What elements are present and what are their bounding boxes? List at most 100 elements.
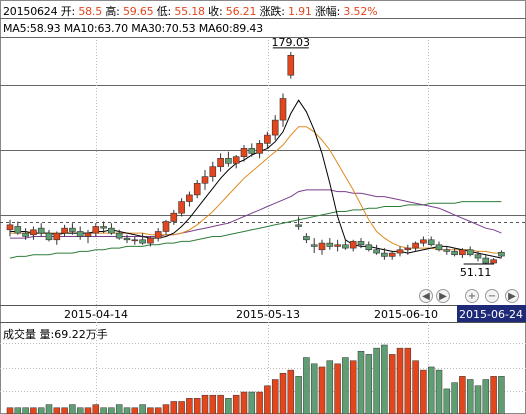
volume-bar <box>6 407 14 414</box>
x-tick-label: 2015-06-10 <box>374 308 438 321</box>
candle-body <box>498 251 505 257</box>
ma30-label: MA30:70.53 <box>131 22 196 35</box>
candle-body <box>240 148 248 157</box>
volume-bar <box>193 398 201 414</box>
candle-body <box>474 254 482 259</box>
moving-average-lines <box>9 99 502 259</box>
zoom-in-icon[interactable]: + <box>465 289 479 303</box>
volume-bar <box>201 394 209 414</box>
ma5-label: MA5:58.93 <box>3 22 61 35</box>
chevron-right-end-icon[interactable]: ▶ <box>505 289 519 303</box>
volume-bar <box>162 404 170 414</box>
volume-bar <box>232 394 240 414</box>
volume-bar <box>131 407 139 414</box>
candle-body <box>396 249 404 254</box>
ma60-line <box>9 201 502 259</box>
candle-body <box>69 227 76 232</box>
candle-body <box>357 241 365 246</box>
x-tick-label: 2015-05-13 <box>236 308 300 321</box>
candle-body <box>482 257 490 264</box>
candle-body <box>295 224 302 227</box>
ma-legend: MA5:58.93 MA10:63.70 MA30:70.53 MA60:89.… <box>3 22 263 35</box>
candle-body <box>225 158 232 164</box>
candle-body <box>14 226 22 234</box>
volume-bar <box>474 385 482 414</box>
candle-body <box>420 239 427 244</box>
volume-bar <box>459 376 466 414</box>
volume-bar <box>279 372 287 414</box>
candle-body <box>373 249 380 254</box>
candle-body <box>256 143 263 154</box>
volume-bar <box>248 391 256 414</box>
candle-body <box>264 134 271 144</box>
candle-body <box>61 227 68 234</box>
candle-body <box>162 221 170 232</box>
candle-body <box>271 119 279 136</box>
candle-body <box>6 224 14 231</box>
zoom-out-icon[interactable]: − <box>485 289 499 303</box>
candle-body <box>108 227 115 234</box>
volume-bar <box>318 366 326 414</box>
chevron-left-icon[interactable]: ◀ <box>419 289 433 303</box>
volume-bar <box>186 398 193 414</box>
candle-body <box>170 212 178 222</box>
chevron-right-icon[interactable]: ▶ <box>436 289 450 303</box>
candle-body <box>490 259 497 264</box>
volume-bar <box>69 404 76 414</box>
open-value: 58.5 <box>78 5 103 18</box>
ma30-line <box>10 189 502 239</box>
volume-bar <box>84 407 92 414</box>
volume-bar <box>357 351 365 414</box>
candle-body <box>388 252 396 257</box>
volume-bar <box>178 401 185 414</box>
volume-bar <box>45 404 53 414</box>
volume-legend: 成交量 量:69.22万手 <box>3 328 108 341</box>
candle-body <box>193 182 201 196</box>
volume-bar <box>427 366 435 414</box>
candle-body <box>310 244 318 247</box>
high-label: 高 <box>105 5 117 18</box>
candle-body <box>466 249 474 256</box>
candle-body <box>412 242 419 249</box>
volume-bar <box>451 382 458 414</box>
x-tick-label: 2015-04-14 <box>64 308 128 321</box>
volume-bar <box>466 379 474 414</box>
candle-body <box>459 249 466 256</box>
volume-bar <box>154 407 162 414</box>
volume-bar <box>303 357 310 414</box>
candle-body <box>381 252 388 257</box>
volume-bar <box>139 404 146 414</box>
volume-bars <box>6 344 505 414</box>
low-value: 55.18 <box>174 5 205 18</box>
candle-body <box>186 194 193 202</box>
candle-body <box>45 232 53 241</box>
ma5-line <box>10 99 502 259</box>
candle-body <box>318 242 326 251</box>
candle-body <box>131 239 139 242</box>
low-label: 低 <box>156 5 168 18</box>
volume-bar <box>170 401 178 414</box>
ma10-label: MA10:63.70 <box>63 22 128 35</box>
low-annotation: 51.11 <box>460 266 492 279</box>
candle-body <box>178 201 185 214</box>
candle-body <box>147 237 154 244</box>
volume-bar <box>217 394 224 414</box>
volume-bar <box>349 360 357 414</box>
volume-bar <box>76 407 84 414</box>
ma10-line <box>10 126 502 254</box>
candle-body <box>201 176 209 184</box>
volume-bar <box>334 363 341 414</box>
x-tick-label: 2015-06-24 <box>459 308 523 321</box>
candle-body <box>334 244 341 247</box>
volume-bar <box>404 347 412 414</box>
high-value: 59.65 <box>122 5 154 18</box>
close-label: 收 <box>208 5 219 18</box>
volume-bar <box>30 407 37 414</box>
candle-body <box>435 244 443 251</box>
volume-bar <box>373 347 380 414</box>
candle-body <box>232 156 240 164</box>
volume-bar <box>443 388 451 414</box>
candle-body <box>326 242 334 247</box>
